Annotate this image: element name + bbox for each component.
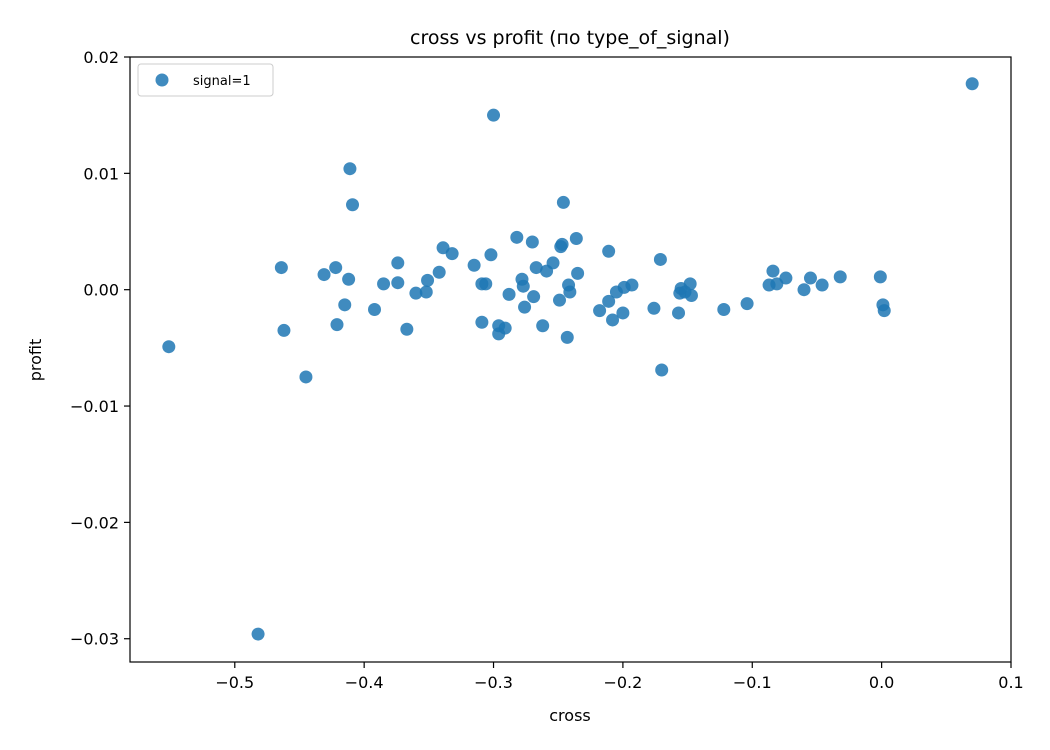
data-point <box>498 321 512 335</box>
data-point <box>368 302 382 316</box>
data-point <box>525 235 539 249</box>
data-point <box>877 304 891 318</box>
data-point <box>299 370 313 384</box>
data-point <box>683 277 697 291</box>
data-point <box>338 298 352 312</box>
legend-marker <box>155 73 169 87</box>
data-point <box>445 247 459 261</box>
data-point <box>873 270 887 284</box>
data-point <box>317 268 331 282</box>
data-point <box>602 244 616 258</box>
x-tick-label: −0.3 <box>474 673 513 692</box>
data-point <box>391 276 405 290</box>
x-tick-label: −0.5 <box>215 673 254 692</box>
data-point <box>556 195 570 209</box>
y-tick-label: 0.01 <box>83 164 119 183</box>
data-point <box>647 301 661 315</box>
data-point <box>516 279 530 293</box>
y-tick-label: −0.02 <box>70 513 119 532</box>
x-axis-label: cross <box>549 706 590 725</box>
data-point <box>475 315 489 329</box>
data-point <box>625 278 639 292</box>
data-point <box>518 300 532 314</box>
data-point <box>797 283 811 297</box>
data-point <box>571 266 585 280</box>
data-point <box>815 278 829 292</box>
data-point <box>616 306 630 320</box>
data-point <box>400 322 414 336</box>
data-point <box>527 290 541 304</box>
data-point <box>432 265 446 279</box>
legend-box <box>137 63 274 97</box>
data-point <box>330 318 344 332</box>
data-point <box>555 237 569 251</box>
data-point <box>536 319 550 333</box>
data-point <box>833 270 847 284</box>
data-point <box>467 258 481 272</box>
data-point <box>409 286 423 300</box>
x-tick-label: −0.1 <box>733 673 772 692</box>
chart-title: cross vs profit (по type_of_signal) <box>410 27 730 49</box>
plot-area <box>129 56 1012 663</box>
data-point <box>602 294 616 308</box>
data-point <box>391 256 405 270</box>
data-point <box>377 277 391 291</box>
data-point <box>487 108 501 122</box>
data-point <box>684 289 698 303</box>
data-point <box>484 248 498 262</box>
data-point <box>803 271 817 285</box>
data-point <box>553 293 567 307</box>
legend: signal=1 <box>137 63 274 97</box>
data-point <box>162 340 176 354</box>
data-point <box>779 271 793 285</box>
data-point <box>965 77 979 91</box>
y-tick-label: 0.02 <box>83 48 119 67</box>
data-point <box>346 198 360 212</box>
data-point <box>653 252 667 266</box>
data-point <box>479 277 493 291</box>
y-tick-label: 0.00 <box>83 281 119 300</box>
data-point <box>655 363 669 377</box>
data-point <box>766 264 780 278</box>
data-points <box>162 77 979 641</box>
data-point <box>510 230 524 244</box>
data-point <box>593 304 607 318</box>
x-tick-label: −0.2 <box>603 673 642 692</box>
x-axis: −0.5 −0.4 −0.3 −0.2 −0.1 0.0 0.1 <box>215 662 1024 692</box>
data-point <box>563 285 577 299</box>
data-point <box>421 273 435 287</box>
y-tick-label: −0.03 <box>70 630 119 649</box>
data-point <box>717 302 731 316</box>
data-point <box>277 323 291 337</box>
x-tick-label: −0.4 <box>345 673 384 692</box>
data-point <box>740 297 754 311</box>
y-axis-label: profit <box>26 339 45 382</box>
x-tick-label: 0.1 <box>998 673 1023 692</box>
data-point <box>569 232 583 245</box>
data-point <box>251 627 265 641</box>
data-point <box>672 306 686 320</box>
data-point <box>342 272 356 286</box>
data-point <box>529 261 543 275</box>
data-point <box>502 287 516 301</box>
y-axis: 0.02 0.01 0.00 −0.01 −0.02 −0.03 <box>70 48 130 649</box>
data-point <box>419 285 433 299</box>
legend-label: signal=1 <box>193 74 251 89</box>
data-point <box>606 313 620 327</box>
y-tick-label: −0.01 <box>70 397 119 416</box>
data-point <box>274 261 288 275</box>
data-point <box>343 162 357 176</box>
data-point <box>329 261 343 275</box>
x-tick-label: 0.0 <box>869 673 894 692</box>
data-point <box>560 330 574 344</box>
data-point <box>546 256 560 270</box>
